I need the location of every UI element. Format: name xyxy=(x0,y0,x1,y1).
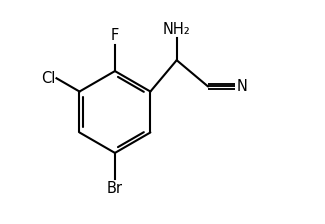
Text: N: N xyxy=(236,79,247,94)
Text: F: F xyxy=(111,28,119,43)
Text: Cl: Cl xyxy=(41,71,55,86)
Text: Br: Br xyxy=(107,181,123,196)
Text: NH₂: NH₂ xyxy=(163,22,190,37)
